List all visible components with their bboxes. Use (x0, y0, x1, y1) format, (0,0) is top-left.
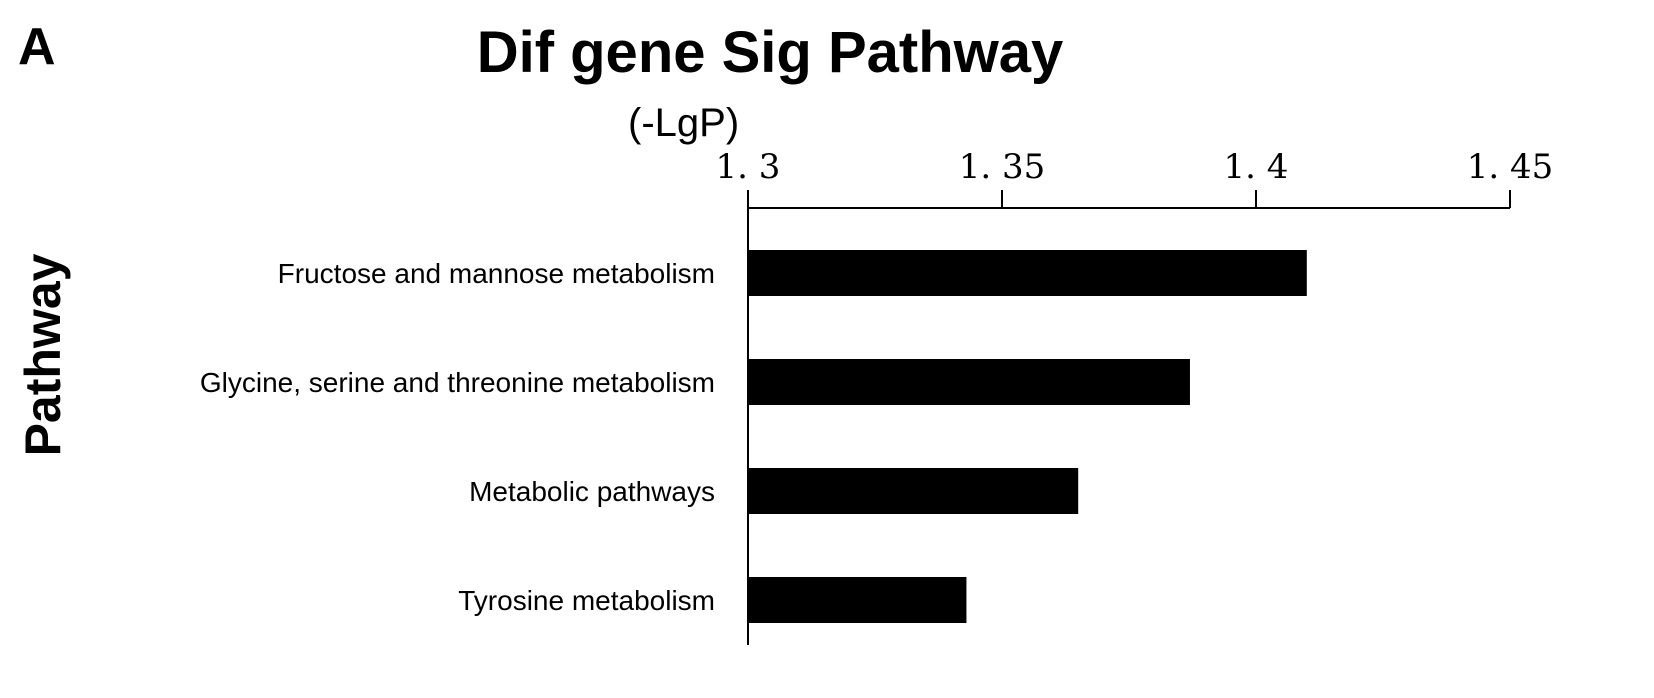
y-axis-label: Pathway (15, 253, 71, 456)
category-label: Fructose and mannose metabolism (278, 258, 715, 289)
panel-label: A (18, 18, 56, 76)
category-labels: Fructose and mannose metabolism Glycine, … (200, 258, 715, 616)
x-ticks: 1. 3 1. 35 1. 4 1. 45 (716, 147, 1554, 208)
bar (748, 250, 1307, 296)
category-label: Tyrosine metabolism (458, 585, 715, 616)
category-label: Glycine, serine and threonine metabolism (200, 367, 715, 398)
x-tick-label: 1. 3 (716, 147, 781, 187)
x-tick-label: 1. 4 (1224, 147, 1289, 187)
category-label: Metabolic pathways (469, 476, 715, 507)
x-tick-label: 1. 45 (1467, 147, 1554, 187)
x-tick-label: 1. 35 (959, 147, 1046, 187)
bar (748, 577, 967, 623)
bar (748, 359, 1190, 405)
chart-title: Dif gene Sig Pathway (477, 20, 1064, 85)
bar (748, 468, 1079, 514)
bars (748, 250, 1307, 623)
x-axis-label: (-LgP) (628, 101, 739, 145)
